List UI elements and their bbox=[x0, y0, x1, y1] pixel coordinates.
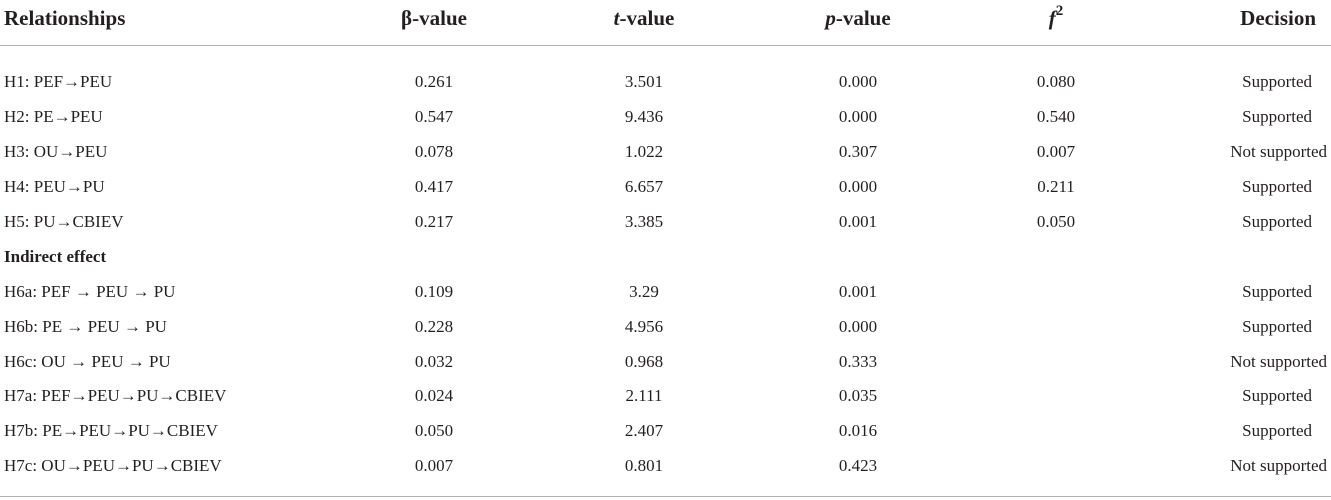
decision-cell: Supported bbox=[1242, 177, 1312, 196]
p-value-cell: 0.333 bbox=[838, 351, 878, 371]
beta-value-cell: 0.109 bbox=[414, 282, 454, 301]
t-value-cell: 3.29 bbox=[629, 282, 659, 301]
decision-cell: Supported bbox=[1242, 316, 1312, 336]
header-t-value: t-value bbox=[614, 6, 675, 30]
relationship-cell: H7c: OU→PEU→PU→CBIEV bbox=[4, 456, 222, 475]
p-value-cell: 0.307 bbox=[838, 142, 878, 161]
beta-value-cell: 0.078 bbox=[414, 142, 454, 161]
table-row: H1: PEF→PEU 0.261 3.501 0.000 0.080 Supported bbox=[0, 71, 1331, 106]
f-squared-cell: 0.540 bbox=[1036, 107, 1076, 126]
t-value-cell: 6.657 bbox=[624, 177, 664, 196]
decision-cell: Supported bbox=[1242, 282, 1312, 301]
t-value-cell: 3.501 bbox=[624, 72, 664, 91]
table-row: H6a: PEF → PEU → PU 0.109 3.29 0.001 Support… bbox=[0, 281, 1331, 316]
decision-cell: Supported bbox=[1242, 72, 1312, 91]
t-value-cell: 2.111 bbox=[625, 386, 663, 406]
relationship-cell: H6a: PEF → PEU → PU bbox=[4, 282, 176, 301]
beta-value-cell: 0.261 bbox=[414, 72, 454, 91]
relationship-cell: H3: OU→PEU bbox=[4, 142, 108, 161]
relationship-cell: H2: PE→PEU bbox=[4, 107, 103, 126]
table-row: H7c: OU→PEU→PU→CBIEV 0.007 0.801 0.423 Not s… bbox=[0, 455, 1331, 490]
header-f-italic: f bbox=[1048, 6, 1056, 30]
header-divider bbox=[0, 45, 1331, 46]
beta-value-cell: 0.417 bbox=[414, 177, 454, 196]
header-f-squared: f2 bbox=[1048, 3, 1064, 31]
decision-cell: Supported bbox=[1242, 107, 1312, 126]
p-value-cell: 0.000 bbox=[838, 316, 878, 336]
beta-value-cell: 0.032 bbox=[414, 351, 454, 371]
beta-value-cell: 0.050 bbox=[414, 421, 454, 441]
p-value-cell: 0.000 bbox=[838, 72, 878, 91]
beta-value-cell: 0.007 bbox=[414, 456, 454, 475]
t-value-cell: 2.407 bbox=[624, 421, 664, 441]
header-f-superscript: 2 bbox=[1055, 3, 1064, 19]
table-row: H7b: PE→PEU→PU→CBIEV 0.050 2.407 0.016 Suppo… bbox=[0, 420, 1331, 455]
table-row: H2: PE→PEU 0.547 9.436 0.000 0.540 Supported bbox=[0, 106, 1331, 141]
beta-value-cell: 0.217 bbox=[414, 212, 454, 231]
relationship-cell: H7b: PE→PEU→PU→CBIEV bbox=[4, 421, 218, 441]
beta-value-cell: 0.024 bbox=[414, 386, 454, 406]
header-p-italic: p bbox=[825, 6, 836, 30]
t-value-cell: 1.022 bbox=[624, 142, 664, 161]
t-value-cell: 3.385 bbox=[624, 212, 664, 231]
table-row: H6b: PE → PEU → PU 0.228 4.956 0.000 Support… bbox=[0, 316, 1331, 351]
p-value-cell: 0.423 bbox=[838, 456, 878, 475]
header-decision: Decision bbox=[1240, 6, 1316, 30]
relationship-cell: H6b: PE → PEU → PU bbox=[4, 316, 167, 336]
decision-cell: Supported bbox=[1242, 386, 1312, 406]
decision-cell: Supported bbox=[1242, 212, 1312, 231]
f-squared-cell: 0.211 bbox=[1037, 177, 1075, 196]
table-row: H5: PU→CBIEV 0.217 3.385 0.001 0.050 Supporte… bbox=[0, 211, 1331, 246]
relationship-cell: H5: PU→CBIEV bbox=[4, 212, 124, 231]
t-value-cell: 0.801 bbox=[624, 456, 664, 475]
f-squared-cell: 0.007 bbox=[1036, 142, 1076, 161]
p-value-cell: 0.001 bbox=[838, 212, 878, 231]
header-relationships: Relationships bbox=[4, 6, 126, 30]
beta-value-cell: 0.547 bbox=[414, 107, 454, 126]
header-t-suffix: -value bbox=[619, 6, 675, 30]
decision-cell: Not supported bbox=[1230, 456, 1327, 475]
p-value-cell: 0.000 bbox=[838, 107, 878, 126]
decision-cell: Not supported bbox=[1230, 351, 1327, 371]
header-p-suffix: -value bbox=[835, 6, 891, 30]
relationship-cell: H6c: OU → PEU → PU bbox=[4, 351, 171, 371]
beta-value-cell: 0.228 bbox=[414, 316, 454, 336]
header-p-value: p-value bbox=[825, 6, 890, 30]
header-t-italic: t bbox=[613, 6, 620, 30]
table-row: H4: PEU→PU 0.417 6.657 0.000 0.211 Supported bbox=[0, 176, 1331, 211]
p-value-cell: 0.000 bbox=[838, 177, 878, 196]
table-row: H3: OU→PEU 0.078 1.022 0.307 0.007 Not suppor… bbox=[0, 141, 1331, 176]
decision-cell: Not supported bbox=[1230, 142, 1327, 161]
table-row: H6c: OU → PEU → PU 0.032 0.968 0.333 Not sup… bbox=[0, 351, 1331, 386]
table-row: H7a: PEF→PEU→PU→CBIEV 0.024 2.111 0.035 Supp… bbox=[0, 385, 1331, 420]
p-value-cell: 0.035 bbox=[838, 386, 878, 406]
relationship-cell: H7a: PEF→PEU→PU→CBIEV bbox=[4, 386, 227, 406]
f-squared-cell: 0.080 bbox=[1036, 72, 1076, 91]
f-squared-cell: 0.050 bbox=[1036, 212, 1076, 231]
section-label-indirect: Indirect effect bbox=[4, 247, 107, 266]
header-beta-value: β-value bbox=[401, 6, 467, 30]
table-header-row: Relationships β-value t-value p-value f2… bbox=[0, 0, 1331, 40]
p-value-cell: 0.001 bbox=[838, 282, 878, 301]
table-bottom-rule bbox=[0, 496, 1331, 497]
decision-cell: Supported bbox=[1242, 421, 1312, 441]
t-value-cell: 9.436 bbox=[624, 107, 664, 126]
t-value-cell: 0.968 bbox=[624, 351, 664, 371]
relationship-cell: H4: PEU→PU bbox=[4, 177, 105, 196]
t-value-cell: 4.956 bbox=[624, 316, 664, 336]
p-value-cell: 0.016 bbox=[838, 421, 878, 441]
relationship-cell: H1: PEF→PEU bbox=[4, 72, 113, 91]
